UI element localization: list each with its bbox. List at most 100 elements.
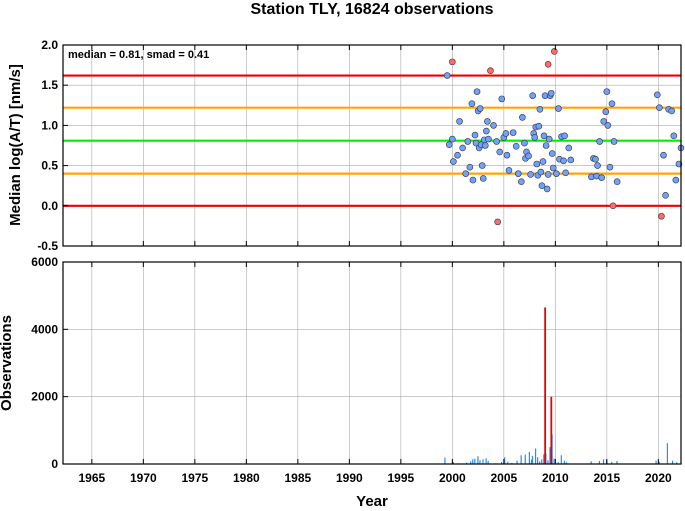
data-point <box>476 105 484 112</box>
data-point <box>533 160 541 168</box>
chart-title: Station TLY, 16824 observations <box>250 1 493 18</box>
observation-bar <box>452 461 454 464</box>
bottom-y-tick-label: 2000 <box>31 390 58 404</box>
observation-bar <box>560 455 562 464</box>
data-point <box>509 129 517 136</box>
observation-bar <box>482 459 484 464</box>
data-point <box>466 163 474 171</box>
data-point <box>483 127 490 135</box>
outlier-point <box>551 48 558 55</box>
observation-bar <box>547 460 549 464</box>
x-tick-label: 1980 <box>233 471 260 485</box>
top-plot-frame <box>62 44 682 247</box>
data-point <box>445 141 453 148</box>
x-tick-label: 2020 <box>645 471 672 485</box>
x-tick-label: 1975 <box>181 471 208 485</box>
data-point <box>602 108 610 116</box>
data-point <box>512 143 520 150</box>
observation-bar <box>537 457 539 464</box>
observation-bar <box>602 459 605 464</box>
data-point <box>490 122 497 129</box>
data-point <box>549 164 557 172</box>
data-point <box>459 144 466 152</box>
observation-bar <box>676 462 678 464</box>
observation-bar <box>500 461 503 464</box>
observation-bar <box>524 454 526 464</box>
data-point <box>502 130 510 137</box>
data-point <box>536 106 544 113</box>
x-axis-label: Year <box>356 493 388 510</box>
data-point <box>662 192 669 199</box>
observation-bar <box>557 461 559 464</box>
observation-bar <box>504 457 506 464</box>
data-point <box>505 167 513 174</box>
observation-bar <box>565 462 568 464</box>
observation-bar <box>541 459 543 464</box>
x-tick-label: 2015 <box>593 471 620 485</box>
bottom-y-tick-label: 4000 <box>31 322 58 336</box>
data-point <box>454 151 461 159</box>
data-point <box>503 151 511 159</box>
data-point <box>539 158 547 165</box>
top-plot-area <box>63 45 681 246</box>
observation-bar <box>658 461 660 464</box>
observation-bar <box>507 461 509 464</box>
top-y-tick-label: 1.0 <box>41 118 58 132</box>
data-point <box>596 138 603 145</box>
data-point <box>519 114 526 121</box>
observation-bar <box>465 462 468 464</box>
data-point <box>485 135 492 143</box>
data-point <box>518 178 525 185</box>
outlier-point <box>658 212 665 220</box>
data-point <box>473 88 481 95</box>
observation-bar <box>598 460 601 464</box>
data-point <box>540 132 548 140</box>
top-y-tick-label: -0.5 <box>37 239 58 253</box>
reference-lines <box>63 74 681 207</box>
data-point <box>598 174 605 181</box>
outlier-point <box>544 60 552 68</box>
data-point <box>545 135 553 143</box>
observation-bar <box>487 460 489 464</box>
observation-bar <box>539 461 541 464</box>
bottom-y-tick-label: 0 <box>51 457 58 471</box>
outlier-point <box>449 58 456 66</box>
observation-bar <box>553 458 555 464</box>
data-point <box>553 170 560 177</box>
data-point <box>603 88 611 95</box>
outlier-bar <box>550 396 553 464</box>
data-point <box>613 178 621 185</box>
data-point <box>548 150 556 157</box>
data-point <box>527 171 534 178</box>
top-panel: -0.5 0.0 0.5 1.0 1.5 2.0 median = 0.81, smad … <box>7 38 685 253</box>
observation-bar <box>655 460 657 464</box>
x-tick-label: 2000 <box>439 471 466 485</box>
data-point <box>600 118 608 125</box>
data-point <box>547 89 555 97</box>
data-point <box>493 138 500 145</box>
data-point <box>543 185 551 193</box>
x-tick-label: 1970 <box>130 471 157 485</box>
data-point <box>478 162 486 169</box>
data-point <box>481 142 489 149</box>
data-point <box>592 155 599 163</box>
top-y-ticks: -0.5 0.0 0.5 1.0 1.5 2.0 <box>37 38 68 253</box>
data-point <box>531 134 539 141</box>
data-point <box>464 138 472 145</box>
x-tick-label: 2010 <box>542 471 569 485</box>
observation-bar <box>530 459 533 464</box>
data-point <box>469 176 477 184</box>
observation-bar <box>534 448 537 464</box>
data-point <box>525 152 532 160</box>
outlier-point <box>494 218 501 226</box>
data-point <box>450 158 457 165</box>
outlier-point <box>487 67 494 75</box>
data-point <box>606 163 614 171</box>
x-tick-label: 2005 <box>490 471 517 485</box>
top-y-tick-label: 1.5 <box>41 78 58 92</box>
data-point <box>484 118 491 125</box>
observation-bar <box>616 460 618 464</box>
data-point <box>479 175 487 182</box>
data-point <box>529 92 536 99</box>
data-point <box>449 135 456 143</box>
